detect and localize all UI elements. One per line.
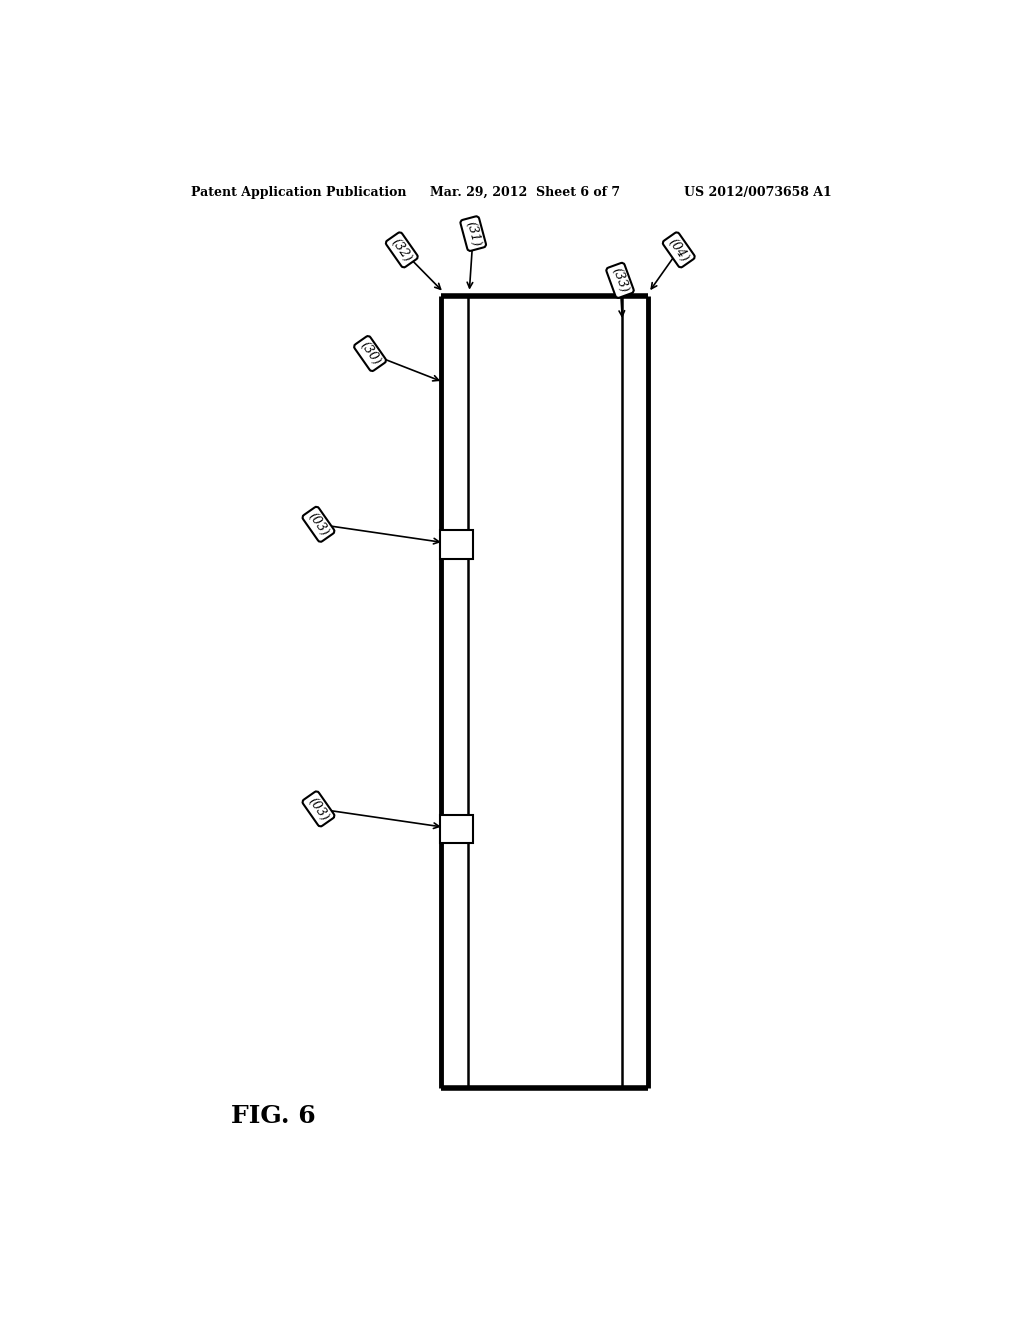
Bar [440, 814, 473, 843]
Text: (30): (30) [357, 339, 383, 368]
Text: (04): (04) [666, 235, 691, 264]
Text: FIG. 6: FIG. 6 [231, 1104, 315, 1127]
Text: Mar. 29, 2012  Sheet 6 of 7: Mar. 29, 2012 Sheet 6 of 7 [430, 186, 620, 199]
Bar [440, 531, 473, 558]
Text: (32): (32) [389, 235, 415, 264]
Text: US 2012/0073658 A1: US 2012/0073658 A1 [684, 186, 831, 199]
Text: (31): (31) [464, 219, 483, 248]
Text: (33): (33) [609, 267, 631, 294]
Text: (03): (03) [306, 510, 331, 539]
Text: (03): (03) [306, 795, 331, 824]
Text: Patent Application Publication: Patent Application Publication [191, 186, 407, 199]
